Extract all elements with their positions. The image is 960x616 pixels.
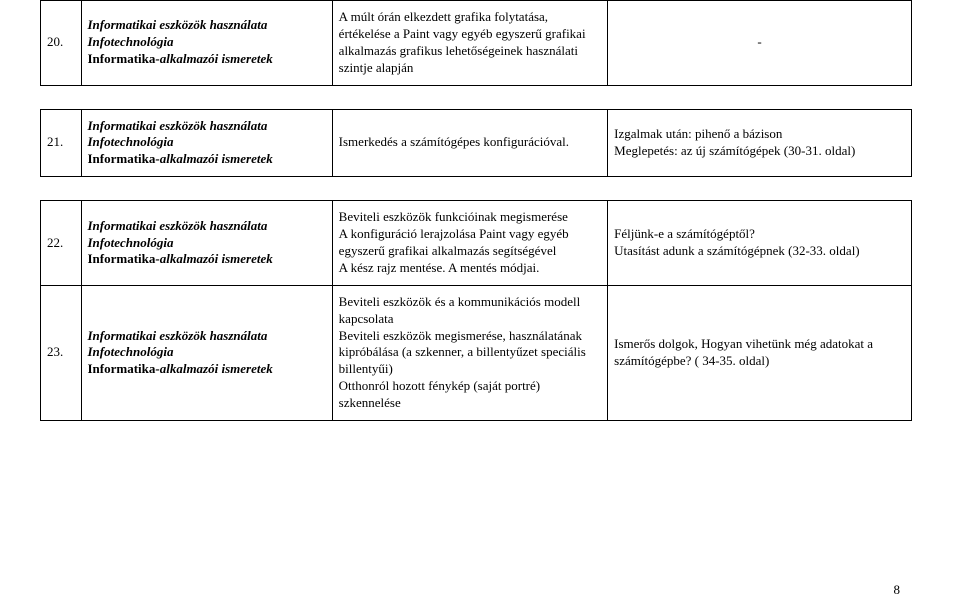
note-cell: -	[608, 1, 912, 86]
subject-line: Informatikai eszközök használata	[88, 118, 326, 135]
spacer-row	[41, 177, 912, 201]
subject-line: Informatikai eszközök használata	[88, 17, 326, 34]
subject-line: Informatika-alkalmazói ismeretek	[88, 51, 326, 68]
row-number: 21.	[41, 109, 82, 177]
row-number: 22.	[41, 201, 82, 286]
page-number: 8	[894, 582, 901, 598]
spacer-row	[41, 85, 912, 109]
subject-line: Infotechnológia	[88, 235, 326, 252]
row-number: 20.	[41, 1, 82, 86]
subject-cell: Informatikai eszközök használataInfotech…	[81, 285, 332, 420]
subject-line: Informatika-alkalmazói ismeretek	[88, 151, 326, 168]
table-row: 21.Informatikai eszközök használataInfot…	[41, 109, 912, 177]
subject-line: Infotechnológia	[88, 34, 326, 51]
subject-cell: Informatikai eszközök használataInfotech…	[81, 201, 332, 286]
note-cell: Izgalmak után: pihenő a bázison Meglepet…	[608, 109, 912, 177]
row-number: 23.	[41, 285, 82, 420]
subject-line: Infotechnológia	[88, 344, 326, 361]
subject-line: Infotechnológia	[88, 134, 326, 151]
description-cell: Beviteli eszközök és a kommunikációs mod…	[332, 285, 607, 420]
curriculum-table: 20.Informatikai eszközök használataInfot…	[40, 0, 912, 421]
subject-line: Informatikai eszközök használata	[88, 328, 326, 345]
subject-cell: Informatikai eszközök használataInfotech…	[81, 1, 332, 86]
description-cell: A múlt órán elkezdett grafika folytatása…	[332, 1, 607, 86]
subject-line: Informatikai eszközök használata	[88, 218, 326, 235]
table-row: 20.Informatikai eszközök használataInfot…	[41, 1, 912, 86]
note-cell: Féljünk-e a számítógéptől? Utasítást adu…	[608, 201, 912, 286]
subject-line: Informatika-alkalmazói ismeretek	[88, 361, 326, 378]
note-cell: Ismerős dolgok, Hogyan vihetünk még adat…	[608, 285, 912, 420]
subject-line: Informatika-alkalmazói ismeretek	[88, 251, 326, 268]
description-cell: Ismerkedés a számítógépes konfigurációva…	[332, 109, 607, 177]
table-row: 22.Informatikai eszközök használataInfot…	[41, 201, 912, 286]
table-row: 23.Informatikai eszközök használataInfot…	[41, 285, 912, 420]
page: 20.Informatikai eszközök használataInfot…	[0, 0, 960, 616]
description-cell: Beviteli eszközök funkcióinak megismerés…	[332, 201, 607, 286]
subject-cell: Informatikai eszközök használataInfotech…	[81, 109, 332, 177]
